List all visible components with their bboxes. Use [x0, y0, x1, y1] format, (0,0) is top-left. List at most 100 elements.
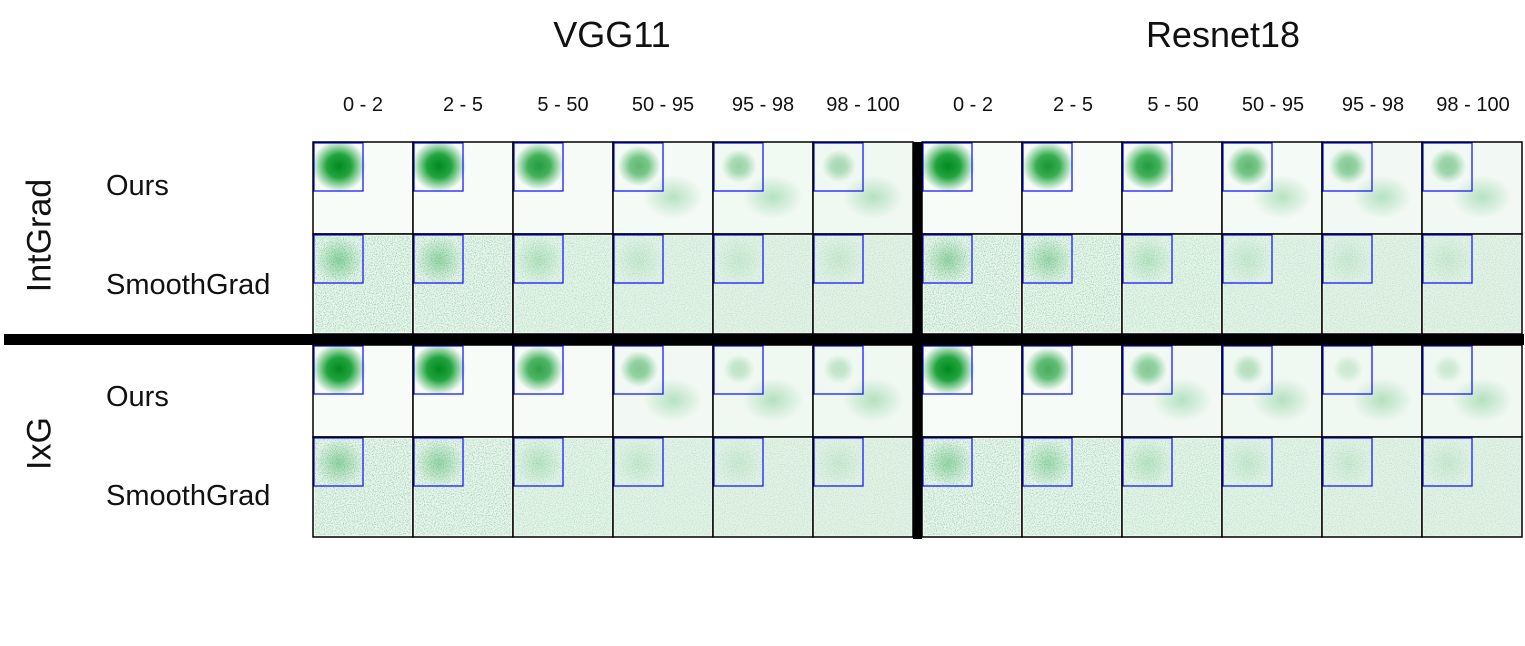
heatmap-cell [1221, 233, 1323, 335]
heatmap-cell [921, 436, 1023, 538]
model-title-resnet18: Resnet18 [1145, 14, 1301, 55]
bounding-box [1322, 345, 1373, 395]
heatmap-cell [1121, 436, 1223, 538]
bounding-box [713, 345, 764, 395]
bounding-box [1022, 345, 1073, 395]
heatmap-cell [1321, 344, 1423, 438]
bounding-box [613, 142, 664, 192]
heatmap-cell [1421, 436, 1523, 538]
heatmap-cell [512, 344, 614, 438]
bounding-box [613, 437, 664, 487]
row-label-ours: Ours [106, 170, 169, 202]
col-header: 50 - 95 [631, 94, 695, 116]
bounding-box [513, 234, 564, 284]
bounding-box [1422, 437, 1473, 487]
heatmap-cell [512, 233, 614, 335]
heatmap-cell [812, 233, 914, 335]
heatmap-cell [1021, 233, 1123, 335]
model-title-vgg11: VGG11 [553, 14, 671, 55]
bounding-box [1022, 234, 1073, 284]
bounding-box [1122, 437, 1173, 487]
bounding-box [313, 142, 364, 192]
heatmap-cell [312, 233, 414, 335]
bounding-box [413, 437, 464, 487]
col-header: 5 - 50 [537, 94, 589, 116]
heatmap-cell [512, 141, 614, 235]
bounding-box [1222, 234, 1273, 284]
bounding-box [1422, 234, 1473, 284]
heatmap-cell [1021, 141, 1123, 235]
heatmap-cell [921, 233, 1023, 335]
bounding-box [313, 345, 364, 395]
bounding-box [613, 234, 664, 284]
heatmap-cell [612, 141, 714, 235]
bounding-box [513, 345, 564, 395]
heatmap-cell [920, 140, 1023, 235]
heatmap-cell [712, 436, 814, 538]
heatmap-cell [1321, 233, 1423, 335]
heatmap-cell [311, 343, 414, 438]
bounding-box [1122, 234, 1173, 284]
bounding-box [922, 142, 973, 192]
col-header: 0 - 2 [342, 94, 384, 116]
bounding-box [1122, 345, 1173, 395]
bounding-box [413, 142, 464, 192]
col-header: 2 - 5 [1052, 94, 1094, 116]
bounding-box [1322, 142, 1373, 192]
bounding-box [713, 437, 764, 487]
bounding-box [1322, 437, 1373, 487]
bounding-box [313, 234, 364, 284]
col-header: 5 - 50 [1147, 94, 1199, 116]
col-header: 50 - 95 [1241, 94, 1305, 116]
col-header: 95 - 98 [731, 94, 795, 116]
heatmap-cell [412, 233, 514, 335]
bounding-box [813, 437, 864, 487]
bounding-box [613, 345, 664, 395]
bounding-box [1122, 142, 1173, 192]
heatmap-cell [411, 140, 514, 235]
bounding-box [313, 437, 364, 487]
heatmap-cell [1021, 436, 1123, 538]
heatmap-cell [1121, 141, 1223, 235]
col-header: 98 - 100 [1436, 94, 1510, 116]
heatmap-cell [312, 436, 414, 538]
heatmap-cell [411, 343, 514, 438]
bounding-box [813, 345, 864, 395]
bounding-box [1022, 437, 1073, 487]
bounding-box [1322, 234, 1373, 284]
heatmap-cell [1021, 344, 1123, 438]
col-header: 98 - 100 [826, 94, 900, 116]
heatmap-cell [1121, 233, 1223, 335]
heatmap-cell [1321, 141, 1423, 235]
heatmap-cell [1121, 344, 1223, 438]
heatmap-cell [612, 233, 714, 335]
bounding-box [713, 234, 764, 284]
col-header: 95 - 98 [1341, 94, 1405, 116]
heatmap-cell [612, 436, 714, 538]
bounding-box [1222, 345, 1273, 395]
bounding-box [1222, 437, 1273, 487]
row-label-smoothgrad: SmoothGrad [106, 269, 271, 301]
heatmap-cell [712, 141, 814, 235]
heatmap-cell [512, 436, 614, 538]
heatmap-cell [412, 436, 514, 538]
row-label-ours: Ours [106, 381, 169, 413]
bounding-box [713, 142, 764, 192]
col-header: 2 - 5 [442, 94, 484, 116]
col-header: 0 - 2 [952, 94, 994, 116]
heatmap-cell [1421, 344, 1523, 438]
heatmap-cell [1221, 141, 1323, 235]
heatmap-cell [311, 140, 414, 235]
bounding-box [1422, 142, 1473, 192]
heatmap-cell [812, 436, 914, 538]
bounding-box [513, 437, 564, 487]
heatmap-cell [812, 344, 914, 438]
bounding-box [813, 234, 864, 284]
heatmap-cell [812, 141, 914, 235]
bounding-box [922, 437, 973, 487]
heatmap-cell [1221, 344, 1323, 438]
bounding-box [1022, 142, 1073, 192]
bounding-box [922, 345, 973, 395]
heatmap-cell [1421, 141, 1523, 235]
